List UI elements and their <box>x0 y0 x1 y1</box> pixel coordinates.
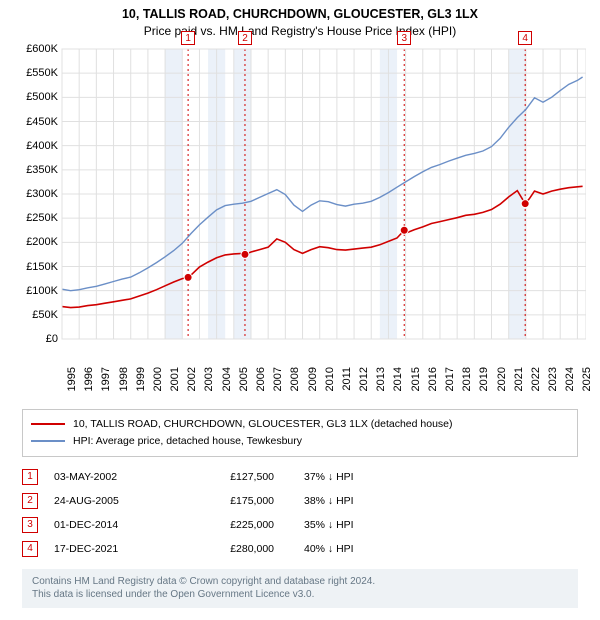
legend-swatch <box>31 440 65 442</box>
sale-price: £127,500 <box>174 471 304 483</box>
legend-row: 10, TALLIS ROAD, CHURCHDOWN, GLOUCESTER,… <box>31 416 569 433</box>
title-line-2: Price paid vs. HM Land Registry's House … <box>8 23 592 39</box>
x-axis-label: 2005 <box>238 367 250 391</box>
x-axis-label: 1999 <box>135 367 147 391</box>
x-axis-label: 1998 <box>118 367 130 391</box>
legend-label: 10, TALLIS ROAD, CHURCHDOWN, GLOUCESTER,… <box>73 416 453 433</box>
y-axis-label: £0 <box>14 333 58 345</box>
x-axis-label: 2008 <box>289 367 301 391</box>
sale-marker-label: 1 <box>181 31 195 45</box>
x-axis-label: 2002 <box>186 367 198 391</box>
sale-price: £175,000 <box>174 495 304 507</box>
sale-marker-number: 1 <box>22 469 38 485</box>
x-axis-label: 2010 <box>324 367 336 391</box>
sale-pct-vs-hpi: 38% ↓ HPI <box>304 495 404 507</box>
sale-date: 17-DEC-2021 <box>54 543 174 555</box>
y-axis-label: £500K <box>14 91 58 103</box>
y-axis-label: £400K <box>14 140 58 152</box>
sale-row: 3 01-DEC-2014£225,00035% ↓ HPI <box>22 513 578 537</box>
sale-row: 1 03-MAY-2002£127,50037% ↓ HPI <box>22 465 578 489</box>
sale-date: 01-DEC-2014 <box>54 519 174 531</box>
sale-date: 03-MAY-2002 <box>54 471 174 483</box>
x-axis-label: 2024 <box>564 367 576 391</box>
y-axis-label: £250K <box>14 212 58 224</box>
sale-pct-vs-hpi: 35% ↓ HPI <box>304 519 404 531</box>
x-axis-label: 2021 <box>513 367 525 391</box>
y-axis-label: £350K <box>14 164 58 176</box>
x-axis-label: 1996 <box>83 367 95 391</box>
legend-swatch <box>31 423 65 425</box>
x-axis-label: 2018 <box>461 367 473 391</box>
x-axis-label: 1995 <box>66 367 78 391</box>
sale-marker-label: 2 <box>238 31 252 45</box>
x-axis-label: 2012 <box>358 367 370 391</box>
sale-date: 24-AUG-2005 <box>54 495 174 507</box>
x-axis-label: 2009 <box>307 367 319 391</box>
y-axis-label: £550K <box>14 67 58 79</box>
sales-table: 1 03-MAY-2002£127,50037% ↓ HPI 2 24-AUG-200… <box>22 465 578 561</box>
chart: £0 £50K £100K £150K £200K £250K £300K £350K £400… <box>14 45 586 395</box>
chart-titles: 10, TALLIS ROAD, CHURCHDOWN, GLOUCESTER,… <box>8 6 592 39</box>
sale-price: £280,000 <box>174 543 304 555</box>
x-axis-label: 2025 <box>581 367 593 391</box>
sale-price: £225,000 <box>174 519 304 531</box>
legend-label: HPI: Average price, detached house, Tewk… <box>73 433 302 450</box>
x-axis-label: 2017 <box>444 367 456 391</box>
x-axis-label: 2014 <box>392 367 404 391</box>
y-axis-label: £450K <box>14 116 58 128</box>
sale-marker-number: 4 <box>22 541 38 557</box>
sale-marker-number: 3 <box>22 517 38 533</box>
x-axis-label: 2019 <box>478 367 490 391</box>
x-axis-label: 2007 <box>272 367 284 391</box>
x-axis-label: 2022 <box>530 367 542 391</box>
x-axis-label: 2000 <box>152 367 164 391</box>
chart-svg <box>14 45 586 395</box>
x-axis-label: 2003 <box>203 367 215 391</box>
y-axis-label: £200K <box>14 236 58 248</box>
y-axis-label: £150K <box>14 261 58 273</box>
footer-line-2: This data is licensed under the Open Gov… <box>32 588 568 602</box>
x-axis-label: 2016 <box>427 367 439 391</box>
footer: Contains HM Land Registry data © Crown c… <box>22 569 578 608</box>
sale-pct-vs-hpi: 40% ↓ HPI <box>304 543 404 555</box>
sale-marker-number: 2 <box>22 493 38 509</box>
y-axis-label: £100K <box>14 285 58 297</box>
x-axis-label: 2006 <box>255 367 267 391</box>
legend: 10, TALLIS ROAD, CHURCHDOWN, GLOUCESTER,… <box>22 409 578 457</box>
x-axis-label: 2020 <box>496 367 508 391</box>
y-axis-label: £600K <box>14 43 58 55</box>
x-axis-label: 2015 <box>410 367 422 391</box>
x-axis-label: 2004 <box>221 367 233 391</box>
y-axis-label: £300K <box>14 188 58 200</box>
x-axis-label: 2001 <box>169 367 181 391</box>
sale-row: 4 17-DEC-2021£280,00040% ↓ HPI <box>22 537 578 561</box>
sale-marker-label: 4 <box>518 31 532 45</box>
sale-marker-label: 3 <box>397 31 411 45</box>
x-axis-label: 1997 <box>100 367 112 391</box>
sale-row: 2 24-AUG-2005£175,00038% ↓ HPI <box>22 489 578 513</box>
sale-pct-vs-hpi: 37% ↓ HPI <box>304 471 404 483</box>
legend-row: HPI: Average price, detached house, Tewk… <box>31 433 569 450</box>
footer-line-1: Contains HM Land Registry data © Crown c… <box>32 575 568 589</box>
y-axis-label: £50K <box>14 309 58 321</box>
x-axis-label: 2013 <box>375 367 387 391</box>
x-axis-label: 2011 <box>341 367 353 391</box>
title-line-1: 10, TALLIS ROAD, CHURCHDOWN, GLOUCESTER,… <box>8 6 592 23</box>
x-axis-label: 2023 <box>547 367 559 391</box>
